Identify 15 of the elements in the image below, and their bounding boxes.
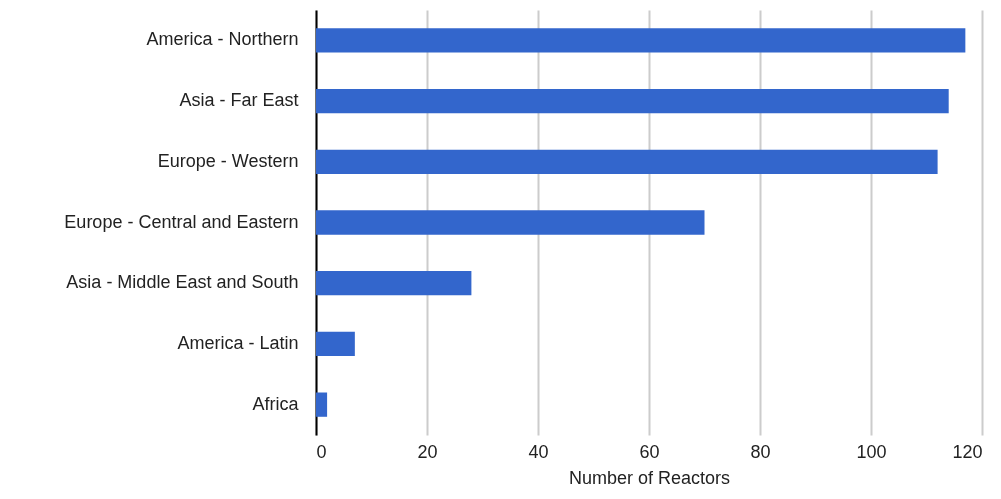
y-tick-label: Asia - Middle East and South — [66, 272, 299, 293]
y-tick-label: Asia - Far East — [179, 90, 299, 111]
y-tick-label: America - Northern — [146, 29, 299, 50]
x-tick-label: 0 — [316, 441, 327, 462]
y-tick-label: America - Latin — [177, 332, 299, 353]
y-tick-label: Europe - Central and Eastern — [64, 211, 299, 232]
x-axis-title: Number of Reactors — [568, 467, 731, 488]
x-tick-label: 40 — [528, 441, 549, 462]
x-tick-label: 60 — [639, 441, 660, 462]
y-tick-label: Africa — [252, 393, 300, 414]
x-tick-label: 80 — [750, 441, 771, 462]
x-tick-label: 100 — [856, 441, 887, 462]
x-tick-label: 20 — [417, 441, 438, 462]
x-tick-label: 120 — [952, 441, 983, 462]
y-tick-label: Europe - Western — [157, 150, 299, 171]
